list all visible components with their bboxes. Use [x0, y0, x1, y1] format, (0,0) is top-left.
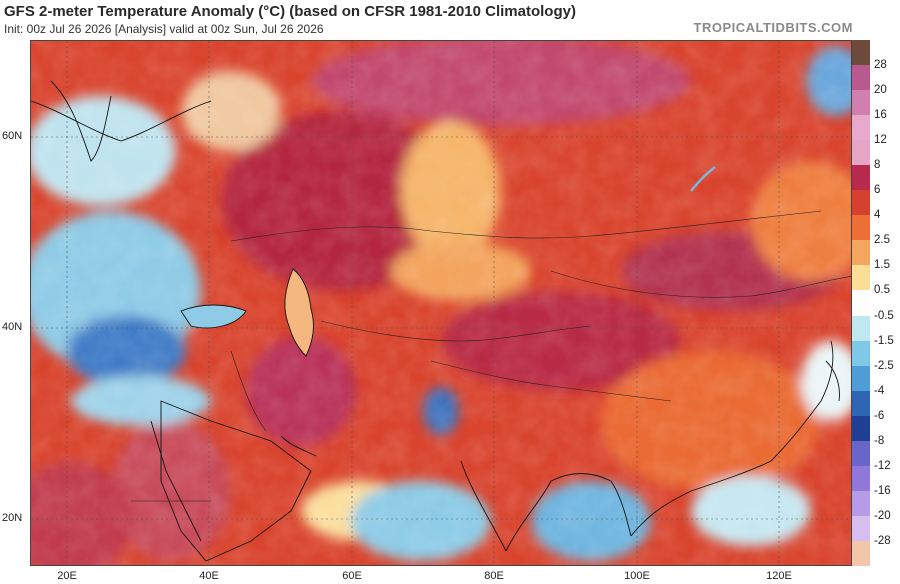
- colorbar-label: -16: [874, 484, 891, 497]
- colorbar-label: 0.5: [874, 284, 890, 297]
- lon-label-40e: 40E: [199, 570, 219, 582]
- colorbar-swatch: [852, 40, 870, 66]
- lon-label-20e: 20E: [57, 570, 77, 582]
- china-east-coast: [770, 340, 834, 462]
- colorbar-swatch: [852, 465, 870, 492]
- lat-label-40n: 40N: [2, 321, 23, 333]
- scandinavia: [50, 80, 112, 162]
- colorbar-label: -2.5: [874, 359, 894, 372]
- colorbar-swatch: [852, 65, 870, 91]
- colorbar-label: 8: [874, 159, 881, 172]
- map-subtitle: Init: 00z Jul 26 2026 [Analysis] valid a…: [4, 22, 324, 36]
- texture-overlay: [31, 41, 851, 565]
- colorbar-legend: 28 20 16 12 8 6 4 2.5 1.5 0.5 -0.5 -1.5 -2.5 -4 -6 -8 -1…: [852, 40, 900, 566]
- border-russia-kazakh: [230, 210, 822, 242]
- colorbar-label: 6: [874, 184, 881, 197]
- colorbar-swatch-bottom: [852, 540, 870, 566]
- colorbar-swatch: [852, 515, 870, 542]
- colorbar-swatch: [852, 315, 870, 342]
- borders: [131, 210, 851, 502]
- korea: [825, 360, 840, 402]
- lat-label-60n: 60N: [2, 130, 23, 142]
- colorbar-swatch: [852, 165, 870, 191]
- brand-watermark[interactable]: TROPICALTIDBITS.COM: [693, 20, 853, 35]
- colorbar-label: -4: [874, 384, 885, 397]
- colorbar-label: 12: [874, 134, 887, 147]
- colorbar-label: -8: [874, 434, 885, 447]
- colorbar-swatch: [852, 115, 870, 141]
- arabian-peninsula: [160, 400, 312, 562]
- border-iran-iraq: [230, 350, 267, 432]
- colorbar-label: 16: [874, 109, 887, 122]
- colorbar-swatch: [852, 140, 870, 166]
- bay-of-bengal-coast: [550, 473, 632, 537]
- colorbar-swatch: [852, 440, 870, 467]
- lon-label-80e: 80E: [484, 570, 504, 582]
- border-china-mongolia: [550, 270, 851, 298]
- colorbar-label: 1.5: [874, 259, 890, 272]
- map-svg: [31, 41, 851, 565]
- colorbar-swatch: [852, 340, 870, 367]
- colorbar-label: 2.5: [874, 234, 890, 247]
- lon-label-60e: 60E: [342, 570, 362, 582]
- graticule: [31, 41, 851, 565]
- southeast-asia-coast: [630, 460, 772, 537]
- europe-north-coast: [31, 100, 212, 142]
- colorbar-label: -12: [874, 459, 891, 472]
- colorbar-swatch: [852, 415, 870, 442]
- colorbar-swatch: [852, 240, 870, 266]
- coastlines: [31, 80, 840, 562]
- lon-label-100e: 100E: [624, 570, 650, 582]
- colorbar-swatch: [852, 290, 870, 317]
- colorbar-label: -1.5: [874, 334, 894, 347]
- lat-label-20n: 20N: [2, 512, 23, 524]
- colorbar-swatch: [852, 215, 870, 241]
- lon-label-120e: 120E: [766, 570, 792, 582]
- border-india-china: [430, 360, 672, 402]
- colorbar-label: -28: [874, 534, 891, 547]
- colorbar-swatch: [852, 365, 870, 392]
- colorbar-label: 20: [874, 84, 887, 97]
- colorbar-label: -20: [874, 509, 891, 522]
- map-title: GFS 2-meter Temperature Anomaly (°C) (ba…: [4, 3, 576, 20]
- anomaly-map: [30, 40, 852, 566]
- indian-coast: [460, 460, 552, 552]
- colorbar-label: 28: [874, 59, 887, 72]
- colorbar-label: 4: [874, 209, 881, 222]
- colorbar-label: -0.5: [874, 309, 894, 322]
- colorbar-swatch: [852, 90, 870, 116]
- colorbar-swatch: [852, 490, 870, 517]
- persian-gulf: [280, 435, 317, 457]
- colorbar-swatch: [852, 390, 870, 417]
- colorbar-swatch: [852, 265, 870, 291]
- black-sea: [180, 304, 247, 329]
- red-sea: [150, 420, 202, 542]
- colorbar-swatch: [852, 190, 870, 216]
- colorbar-label: -6: [874, 409, 885, 422]
- border-central-asia: [320, 320, 592, 342]
- caspian-sea: [284, 268, 314, 357]
- baikal: [690, 166, 716, 192]
